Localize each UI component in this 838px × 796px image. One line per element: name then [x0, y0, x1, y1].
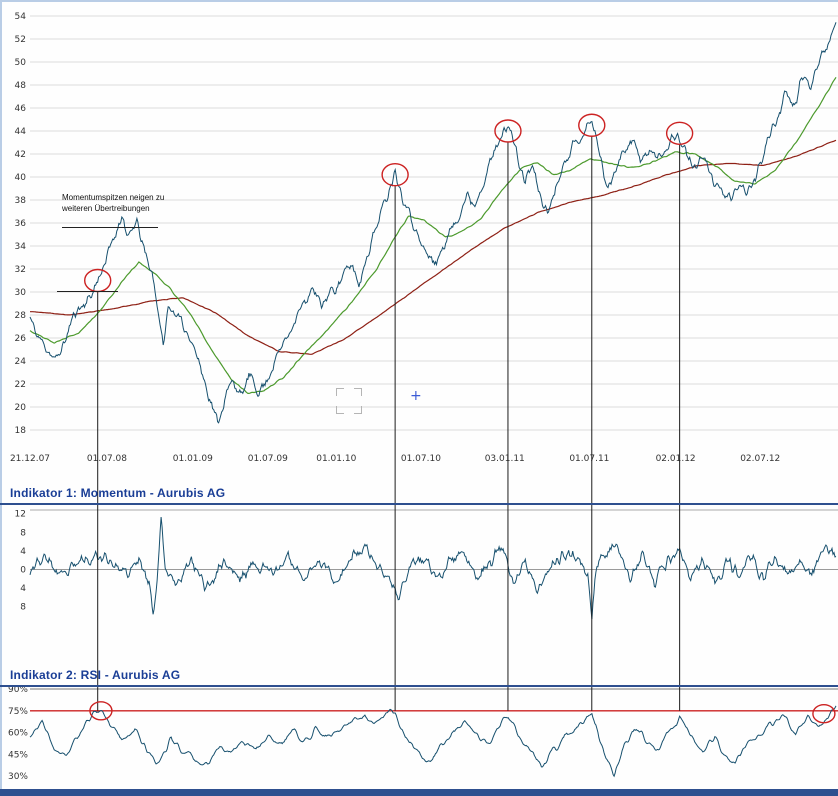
peak-circle	[381, 162, 409, 187]
indicator1-heading: Indikator 1: Momentum - Aurubis AG	[10, 486, 226, 500]
series-rsi	[29, 705, 837, 778]
price-panel: 54 52 50 48 46 44 42 40 38 36 34 32 30 28 26 24 22 20 18 21…	[10, 12, 838, 464]
price-ytick: 52	[15, 35, 26, 45]
date-xtick: 01.07.08	[87, 454, 127, 464]
date-xtick: 01.01.09	[173, 454, 213, 464]
series-momentum	[29, 516, 837, 620]
price-ytick: 30	[15, 288, 27, 298]
momentum-panel: 12 8 4 0 4 8	[15, 509, 838, 620]
price-ytick: 40	[15, 173, 27, 183]
date-xtick: 03.01.11	[485, 454, 525, 464]
selection-corner-icon	[354, 388, 362, 396]
date-xtick: 02.01.12	[656, 454, 696, 464]
momentum-note-line2: weiteren Übertreibungen	[62, 204, 150, 213]
price-ytick: 50	[15, 58, 27, 68]
rsi-ytick: 90%	[8, 685, 28, 695]
peak-circle	[494, 119, 522, 143]
date-xtick: 02.07.12	[740, 454, 780, 464]
price-ytick: 32	[15, 265, 26, 275]
momentum-note: Momentumspitzen neigen zu weiteren Übert…	[62, 192, 164, 214]
indicator2-heading: Indikator 2: RSI - Aurubis AG	[10, 668, 181, 682]
date-xtick: 01.07.11	[569, 454, 609, 464]
price-ytick: 22	[15, 380, 26, 390]
date-xtick: 01.01.10	[316, 454, 356, 464]
price-ytick: 24	[15, 357, 27, 367]
rsi-peak-circle	[812, 704, 836, 724]
rsi-ytick: 60%	[8, 729, 28, 739]
price-ytick: 44	[15, 127, 27, 137]
left-border	[0, 0, 2, 796]
date-xtick: 01.07.09	[248, 454, 288, 464]
price-ytick: 26	[15, 334, 27, 344]
price-ytick: 46	[15, 104, 27, 114]
price-ytick: 18	[15, 426, 27, 436]
note-underline	[62, 227, 158, 228]
indicator1-separator	[0, 503, 838, 505]
rsi-ytick: 30%	[8, 772, 28, 782]
price-ytick: 38	[15, 196, 27, 206]
price-ytick: 48	[15, 81, 27, 91]
price-ytick: 20	[15, 403, 27, 413]
indicator2-separator	[0, 685, 838, 687]
price-ytick: 36	[15, 219, 27, 229]
momentum-ytick: 0	[20, 566, 26, 576]
peak-circle	[578, 113, 606, 137]
peak-level-line	[57, 291, 118, 292]
price-ytick: 28	[15, 311, 27, 321]
momentum-note-line1: Momentumspitzen neigen zu	[62, 193, 165, 202]
rsi-ytick: 75%	[8, 707, 28, 717]
peak-circle	[665, 121, 694, 146]
momentum-ytick: 8	[20, 603, 26, 613]
price-ytick: 34	[15, 242, 27, 252]
series-ma-short-green	[29, 76, 837, 394]
date-xtick: 21.12.07	[10, 454, 50, 464]
selection-corner-icon	[354, 406, 362, 414]
rsi-panel: 90% 75% 60% 45% 30%	[8, 685, 838, 782]
bottom-border	[0, 789, 838, 796]
top-border	[0, 0, 838, 2]
rsi-peak-circle	[89, 701, 113, 721]
selection-corner-icon	[336, 388, 344, 396]
momentum-ytick: 4	[20, 547, 26, 557]
crosshair-cursor-icon: +	[410, 388, 422, 404]
price-ytick: 42	[15, 150, 26, 160]
price-ytick: 54	[15, 12, 27, 22]
date-xtick: 01.07.10	[401, 454, 441, 464]
selection-marker	[336, 388, 362, 414]
series-ma-long-red	[30, 139, 837, 355]
event-annotations	[84, 113, 836, 724]
momentum-ytick: 8	[20, 528, 26, 538]
selection-corner-icon	[336, 406, 344, 414]
momentum-ytick: 4	[20, 584, 26, 594]
momentum-ytick: 12	[15, 510, 26, 520]
rsi-ytick: 45%	[8, 750, 28, 760]
series-kurs	[29, 22, 837, 424]
